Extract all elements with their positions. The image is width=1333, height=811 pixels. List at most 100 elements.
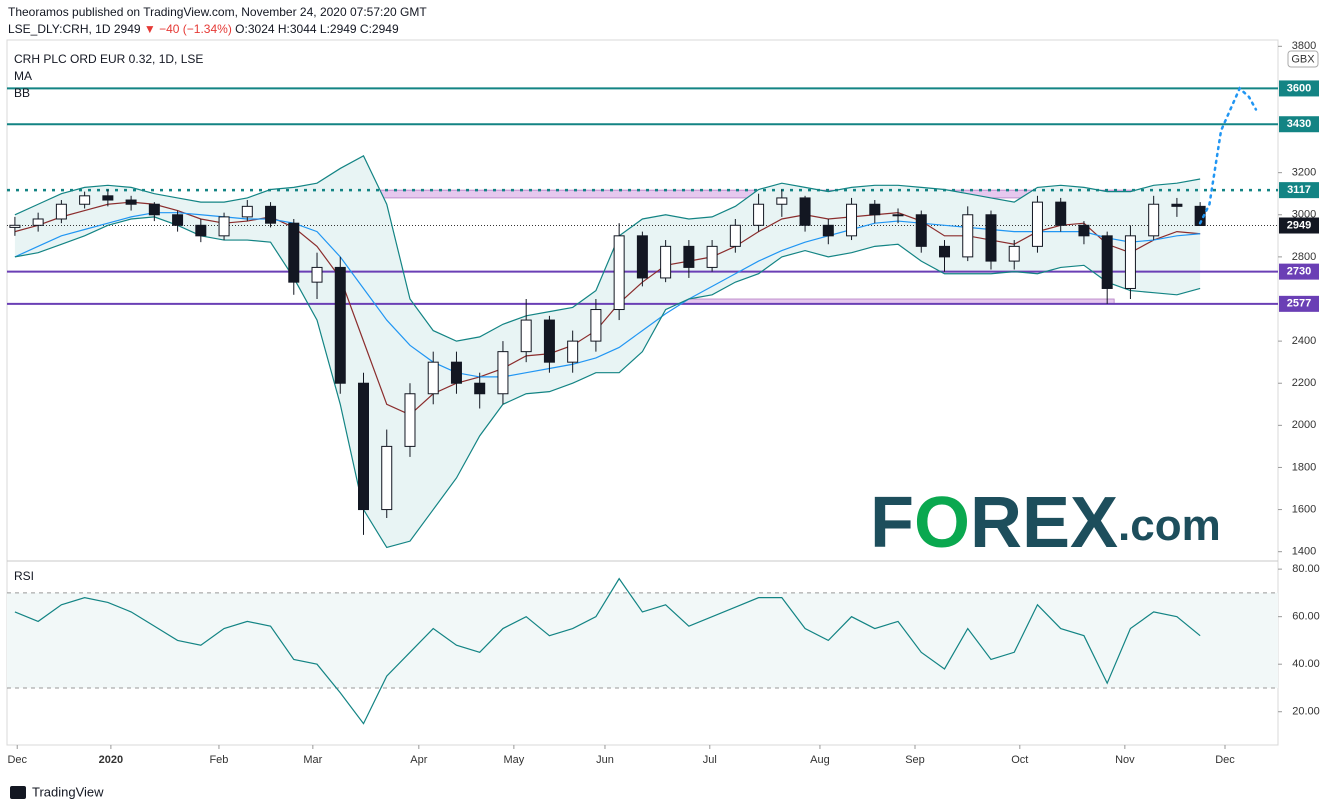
change: ▼ −40 (−1.34%) (144, 22, 232, 36)
candle-body (613, 235, 625, 311)
x-tick-label: Jun (596, 754, 614, 766)
candle-body (939, 245, 951, 258)
x-tick-label: May (503, 754, 524, 766)
candle-body (915, 214, 927, 247)
candle-body (79, 195, 91, 205)
x-tick-label: Jul (703, 754, 717, 766)
rsi-tick-label: 80.00 (1292, 563, 1320, 575)
candle-body (474, 382, 486, 395)
rsi-tick-label: 60.00 (1292, 611, 1320, 623)
logo-part: REX (970, 483, 1118, 563)
chart-title: CRH PLC ORD EUR 0.32, 1D, LSE (14, 52, 203, 66)
tv-icon (10, 786, 26, 799)
ohlc: O:3024 H:3044 L:2949 C:2949 (235, 22, 399, 36)
candle-body (172, 214, 184, 226)
level-tag (1279, 116, 1319, 133)
level-label: 3430 (1287, 118, 1311, 130)
rsi-band-fill (7, 592, 1278, 688)
x-tick-label: Aug (810, 754, 830, 766)
overlay-line (14, 216, 1201, 549)
y-tick-label: 2800 (1292, 251, 1316, 263)
x-tick-label: Oct (1011, 754, 1028, 766)
level-tag (1279, 263, 1319, 280)
logo-part: O (914, 483, 970, 563)
price-pane: 1400160018002000220024002800300032003800… (7, 40, 1319, 766)
candle-body (1124, 235, 1136, 289)
level-tag (1279, 182, 1319, 199)
candle-body (543, 319, 555, 363)
candle-body (822, 224, 834, 237)
level-label: 3117 (1287, 184, 1311, 196)
candle-body (450, 361, 462, 384)
candle-body (1031, 201, 1043, 247)
y-tick-label: 1800 (1292, 461, 1316, 473)
candle-body (358, 382, 370, 511)
candle-body (660, 245, 672, 279)
symbol-line: LSE_DLY:CRH, 1D 2949 ▼ −40 (−1.34%) O:30… (8, 22, 399, 36)
candle-body (799, 197, 811, 226)
x-tick-label: Dec (7, 754, 27, 766)
candle-body (1101, 235, 1113, 289)
candle-body (776, 197, 788, 205)
y-tick-label: 3800 (1292, 40, 1316, 52)
overlay-line (14, 201, 1201, 416)
footer: TradingView (32, 784, 104, 799)
currency-box (1287, 50, 1319, 68)
candle-body (985, 214, 997, 262)
currency: GBX (1291, 53, 1315, 65)
y-tick-label: 3200 (1292, 167, 1316, 179)
candle-body (265, 205, 277, 224)
candle-body (288, 222, 300, 283)
x-tick-label: Feb (209, 754, 228, 766)
candle-body (1055, 201, 1067, 226)
candle-body (125, 199, 137, 205)
candle-body (1194, 205, 1206, 227)
candle-body (1171, 203, 1183, 207)
y-tick-label: 2000 (1292, 419, 1316, 431)
level-label: 3600 (1287, 82, 1311, 94)
candle-body (683, 245, 695, 268)
rsi-title: RSI (14, 569, 34, 583)
candle-body (218, 216, 230, 237)
candle-body (962, 214, 974, 258)
x-tick-label: Mar (303, 754, 322, 766)
candle-body (729, 224, 741, 247)
last-price-label: 2949 (1287, 219, 1311, 231)
candle-body (195, 224, 207, 237)
overlay-line (14, 154, 1201, 342)
candle-body (869, 203, 881, 216)
last: 2949 (114, 22, 141, 36)
logo-part: .com (1118, 501, 1221, 550)
candle-body (636, 235, 648, 279)
rsi-tick-label: 20.00 (1292, 706, 1320, 718)
candle-body (381, 445, 393, 511)
y-tick-label: 1400 (1292, 546, 1316, 558)
candle-body (241, 205, 253, 218)
candle-body (590, 309, 602, 342)
candle-body (892, 214, 904, 217)
candle-body (567, 340, 579, 363)
logo-part: F (870, 483, 914, 563)
x-tick-label: Nov (1115, 754, 1135, 766)
frame (6, 39, 1279, 746)
candle-body (706, 245, 718, 268)
rsi-tick-label: 40.00 (1292, 658, 1320, 670)
level-tag (1279, 80, 1319, 97)
candle-body (497, 351, 509, 395)
level-label: 2730 (1287, 266, 1311, 278)
x-tick-label: 2020 (99, 754, 123, 766)
candle-body (427, 361, 439, 395)
y-tick-label: 2200 (1292, 377, 1316, 389)
y-tick-label: 2400 (1292, 335, 1316, 347)
x-tick-label: Dec (1215, 754, 1235, 766)
candle-body (55, 203, 67, 220)
level-label: 2577 (1287, 298, 1311, 310)
candle-body (1148, 203, 1160, 237)
candle-body (846, 203, 858, 237)
last-price-tag (1279, 217, 1319, 234)
x-tick-label: Sep (905, 754, 925, 766)
candle-body (9, 224, 21, 228)
x-tick-label: Apr (410, 754, 427, 766)
rsi-line (14, 577, 1201, 725)
